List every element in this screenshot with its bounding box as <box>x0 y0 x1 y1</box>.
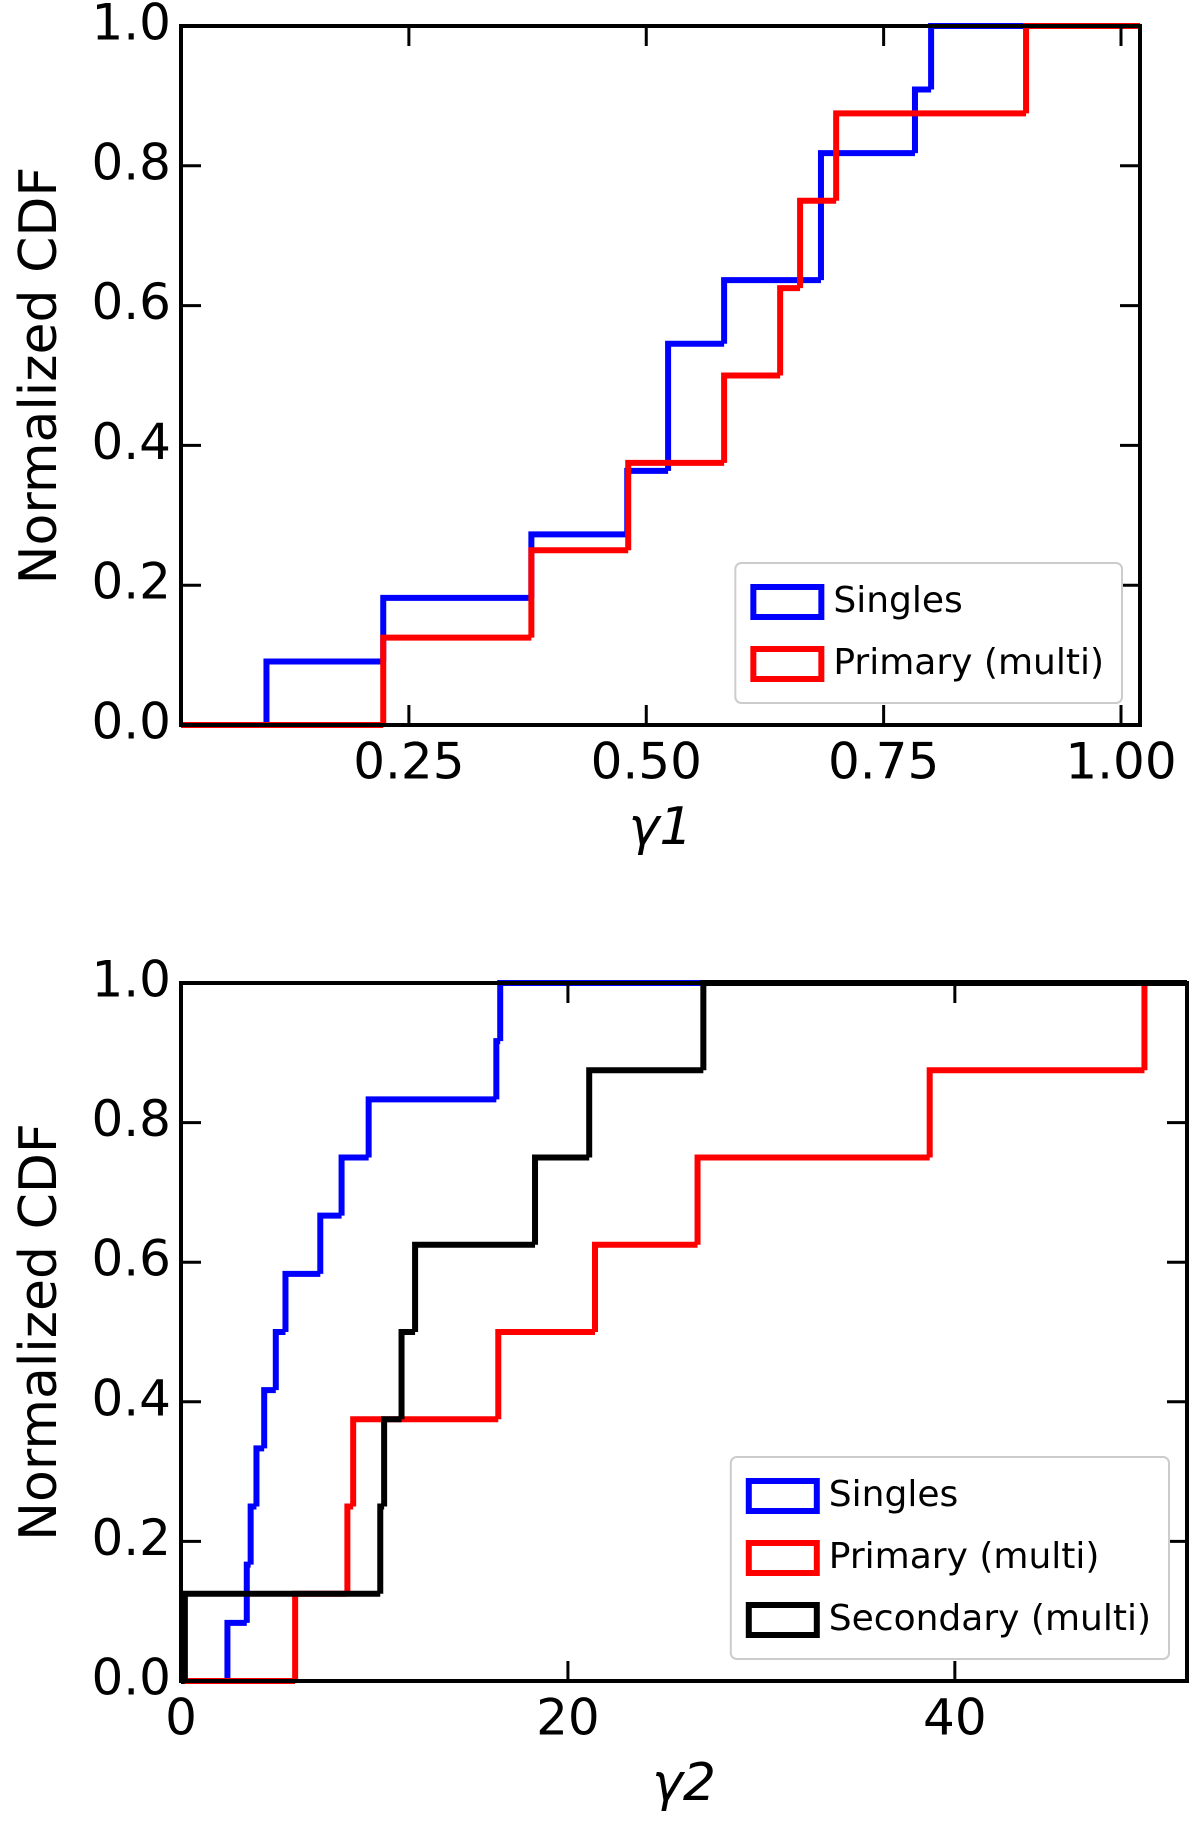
cdf-step <box>398 1329 416 1420</box>
x-axis-label: γ1 <box>629 797 693 857</box>
cdf-step <box>253 1445 265 1507</box>
legend-label: Primary (multi) <box>829 1536 1100 1577</box>
legend-swatch <box>750 646 825 682</box>
cdf-step <box>777 285 801 376</box>
y-tick-label: 0.4 <box>91 1369 171 1427</box>
cdf-step <box>261 1387 276 1449</box>
legend-swatch <box>745 1478 820 1514</box>
legend-swatch <box>750 584 825 620</box>
cdf-step <box>797 197 837 289</box>
y-tick-label: 0.2 <box>91 553 171 611</box>
y-axis-label: Normalized CDF <box>9 167 69 585</box>
y-tick-label: 0.8 <box>91 1090 171 1148</box>
legend: Singles Primary (multi) Secondary (multi) <box>729 1456 1170 1660</box>
cdf-step <box>282 1270 321 1332</box>
cdf-step <box>721 372 781 463</box>
cdf-step <box>532 1154 590 1245</box>
cdf-step <box>911 86 932 154</box>
legend-label: Secondary (multi) <box>829 1598 1151 1639</box>
cdf-step <box>292 1590 348 1681</box>
y-tick-label: 0.6 <box>91 1230 171 1288</box>
y-tick-label: 0.2 <box>91 1509 171 1567</box>
y-axis-label: Normalized CDF <box>9 1123 69 1541</box>
cdf-step <box>338 1154 369 1216</box>
cdf-step <box>624 467 669 535</box>
legend-label: Primary (multi) <box>833 642 1104 683</box>
x-tick-label: 0 <box>165 1689 197 1747</box>
cdf-step <box>493 1038 501 1100</box>
cdf-step <box>528 531 628 598</box>
y-tick-label: 0.4 <box>91 413 171 471</box>
cdf-step <box>625 459 725 551</box>
legend: Singles Primary (multi) <box>734 562 1123 704</box>
legend-box <box>734 562 1123 704</box>
cdf-step <box>926 1067 1145 1158</box>
x-tick-label: 0.50 <box>591 733 702 791</box>
x-tick-label: 0.25 <box>353 733 464 791</box>
cdf-step <box>592 1241 698 1332</box>
cdf-step <box>928 23 1140 90</box>
cdf-step <box>528 547 629 638</box>
cdf-step <box>1023 23 1140 114</box>
cdf-step <box>380 594 532 662</box>
y-tick-label: 0.0 <box>91 1649 171 1707</box>
cdf-step <box>721 277 821 344</box>
x-tick-label: 20 <box>536 1689 600 1747</box>
x-tick-label: 0.75 <box>828 733 939 791</box>
cdf-step <box>350 1416 499 1507</box>
x-axis-label: γ2 <box>652 1753 716 1813</box>
cdf-step <box>263 658 384 725</box>
legend-swatch <box>745 1602 820 1638</box>
cdf-step <box>181 1590 381 1681</box>
x-tick-label: 1.00 <box>1065 733 1176 791</box>
y-tick-label: 0.8 <box>91 133 171 191</box>
cdf-step <box>586 1067 704 1158</box>
cdf-step <box>317 1212 342 1274</box>
cdf-step <box>377 1503 385 1594</box>
cdf-step <box>817 150 915 281</box>
cdf-step <box>412 1241 536 1332</box>
cdf-step <box>495 1329 596 1420</box>
y-tick-label: 1.0 <box>91 951 171 1009</box>
cdf-step <box>380 634 532 725</box>
cdf-step <box>247 1503 257 1565</box>
cdf-step <box>365 1096 497 1158</box>
plot-frame <box>179 24 1142 727</box>
cdf-step <box>700 980 1187 1071</box>
y-tick-label: 0.0 <box>91 693 171 751</box>
legend-label: Singles <box>833 580 962 621</box>
cdf-step <box>272 1329 286 1391</box>
plot-frame <box>179 981 1189 1683</box>
legend-swatch <box>745 1540 820 1576</box>
x-tick-label: 40 <box>923 1689 987 1747</box>
cdf-step <box>665 340 725 471</box>
cdf-step <box>694 1154 930 1245</box>
legend-box <box>729 1456 1170 1660</box>
cdf-step <box>224 1619 247 1681</box>
cdf-step <box>381 1416 402 1507</box>
legend-label: Singles <box>829 1474 958 1515</box>
cdf-step <box>344 1503 354 1594</box>
cdf-step <box>833 110 1027 201</box>
y-tick-label: 0.6 <box>91 273 171 331</box>
cdf-step <box>1141 980 1187 1071</box>
cdf-step <box>497 980 1187 1042</box>
y-tick-label: 1.0 <box>91 0 171 52</box>
